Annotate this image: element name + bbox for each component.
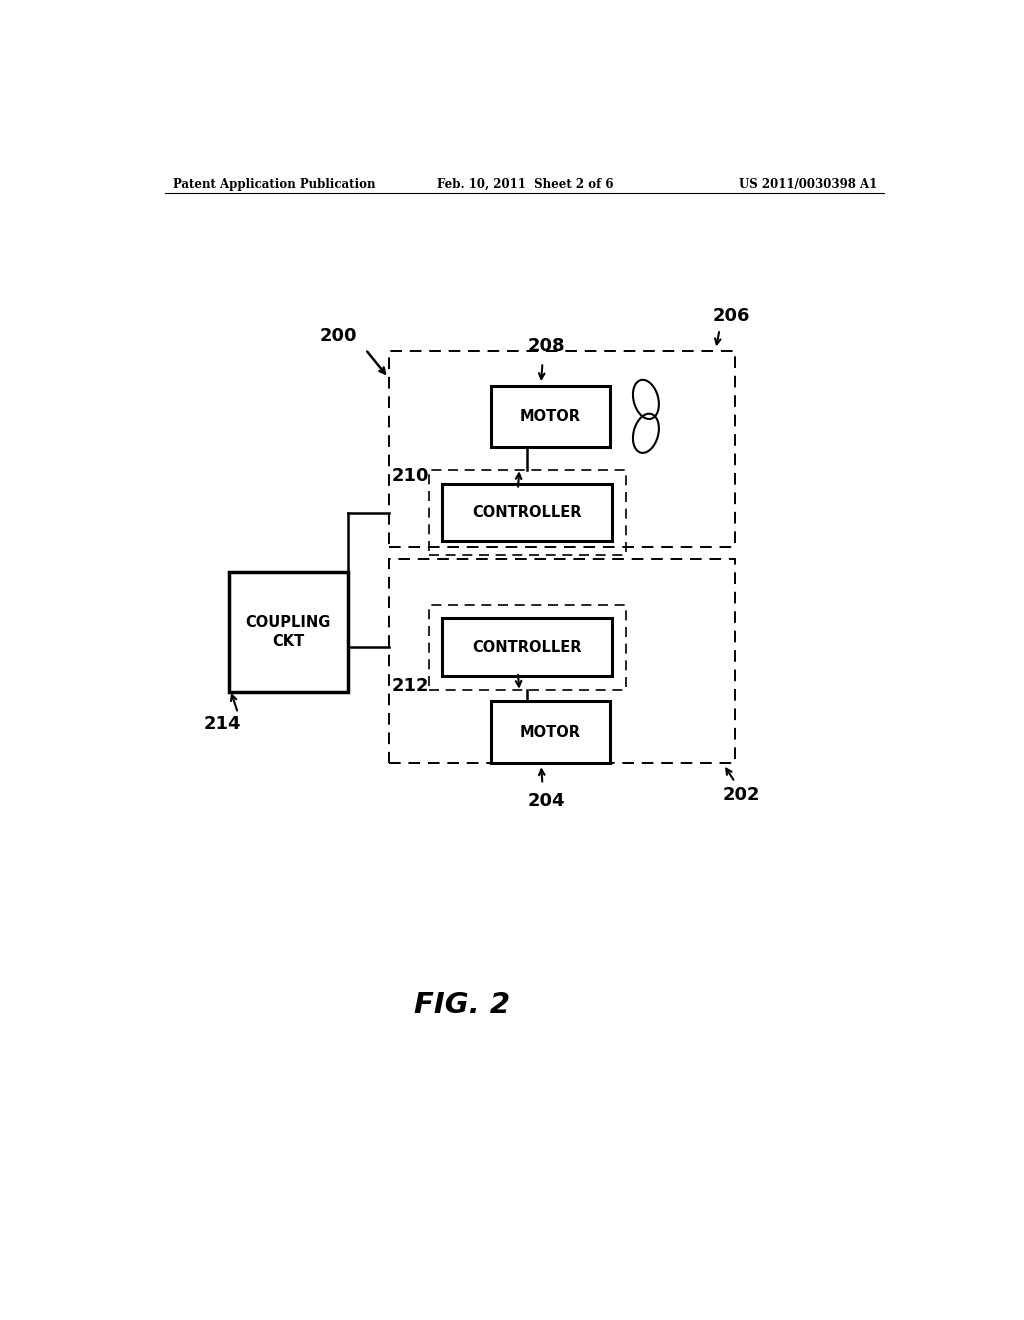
Bar [429,470,626,556]
Bar [490,701,610,763]
Text: MOTOR: MOTOR [520,725,581,739]
Text: 204: 204 [527,792,565,810]
Bar [490,385,610,447]
Bar [228,573,348,692]
Text: 214: 214 [204,715,242,733]
Bar [442,619,611,676]
Bar [429,605,626,690]
Text: CONTROLLER: CONTROLLER [472,506,582,520]
Text: 208: 208 [527,337,565,355]
Text: CONTROLLER: CONTROLLER [472,640,582,655]
Text: Patent Application Publication: Patent Application Publication [173,178,376,190]
Text: COUPLING
CKT: COUPLING CKT [246,615,331,648]
Bar [388,558,735,763]
Text: 206: 206 [713,308,750,325]
Text: 202: 202 [722,787,760,804]
Bar [442,483,611,541]
Text: 212: 212 [391,677,429,694]
Text: FIG. 2: FIG. 2 [414,991,510,1019]
Text: 200: 200 [319,326,357,345]
Text: US 2011/0030398 A1: US 2011/0030398 A1 [739,178,878,190]
Text: 210: 210 [391,467,429,484]
Text: MOTOR: MOTOR [520,409,581,424]
Text: Feb. 10, 2011  Sheet 2 of 6: Feb. 10, 2011 Sheet 2 of 6 [436,178,613,190]
Bar [388,351,735,548]
